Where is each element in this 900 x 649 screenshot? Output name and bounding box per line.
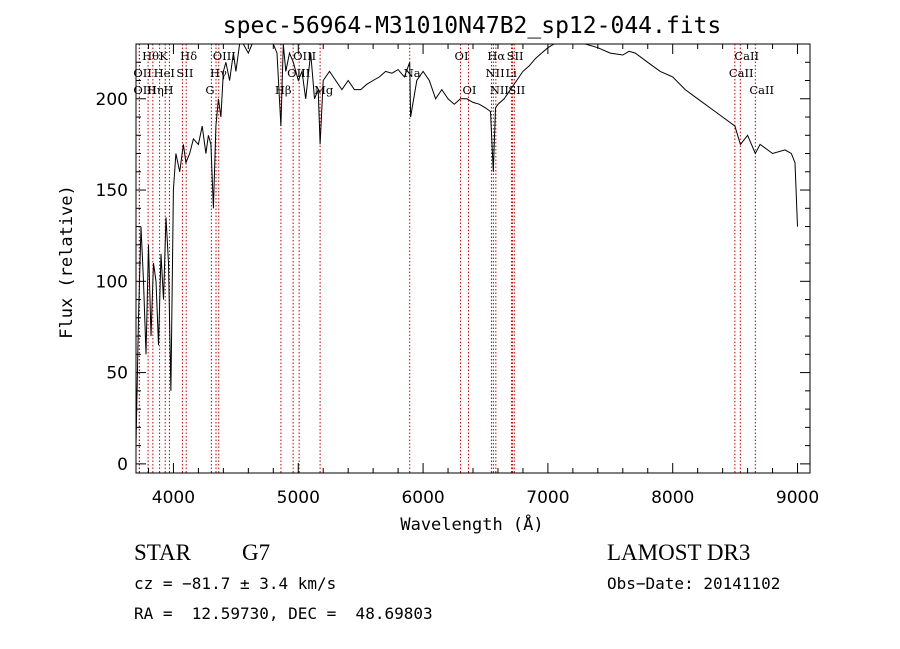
coordinates: RA = 12.59730, DEC = 48.69803: [134, 604, 433, 623]
spectral-line-label: SII: [508, 83, 525, 97]
spectral-line-markers: [138, 44, 756, 473]
spectral-line-label: OII: [133, 66, 152, 80]
y-axis-ticks: 0 50 100 150 200: [96, 61, 810, 475]
y-tick-label: 150: [96, 181, 128, 201]
spectral-line-label: Hδ: [180, 49, 197, 63]
plot-frame: [135, 43, 811, 474]
x-tick-label: 9000: [776, 488, 819, 508]
y-tick-label: 50: [106, 364, 128, 384]
spectral-line-label: OIII: [287, 66, 310, 80]
spectral-line-label: Hθ: [142, 49, 159, 63]
spectral-line-label: Hα: [487, 49, 505, 63]
y-tick-label: 200: [96, 90, 128, 110]
x-tick-label: 5000: [277, 488, 320, 508]
spectral-line-label: K: [159, 49, 168, 63]
spectrum-series-line: [135, 43, 798, 446]
spectral-line-label: H: [163, 83, 173, 97]
spectral-line-label: G: [205, 83, 214, 97]
spectral-line-label: CaII: [729, 66, 754, 80]
spectral-line-label: OIII: [133, 83, 156, 97]
x-tick-label: 7000: [526, 488, 569, 508]
spectral-line-label: OIII: [293, 49, 316, 63]
spectral-line-label: Hη: [147, 83, 164, 97]
survey-name: LAMOST DR3: [607, 540, 751, 565]
spectral-line-label: OI: [463, 83, 477, 97]
spectral-line-label: Li: [505, 66, 517, 80]
spectral-line-label: HeI: [154, 66, 175, 80]
object-subclass: G7: [242, 540, 271, 565]
spectral-line-label: OIII: [213, 49, 236, 63]
x-axis-ticks: 4000 5000 6000 7000 8000 9000: [147, 44, 819, 508]
y-tick-label: 0: [117, 455, 128, 475]
object-class: STAR: [134, 540, 191, 565]
spectral-line-label: SII: [176, 66, 193, 80]
observation-date: Obs−Date: 20141102: [607, 574, 781, 593]
spectral-line-label: Mg: [314, 83, 334, 97]
spectral-line-label: CaII: [734, 49, 759, 63]
spectral-line-label: CaII: [749, 83, 774, 97]
x-tick-label: 8000: [651, 488, 694, 508]
x-tick-label: 4000: [152, 488, 195, 508]
x-tick-label: 6000: [401, 488, 444, 508]
spectral-line-label: Na: [404, 66, 421, 80]
spectral-line-label: SII: [507, 49, 524, 63]
spectral-line-label: Hβ: [275, 83, 292, 97]
chart-title: spec-56964-M31010N47B2_sp12-044.fits: [223, 13, 722, 39]
spectral-line-label: NII: [485, 66, 504, 80]
x-axis-label: Wavelength (Å): [400, 513, 543, 535]
redshift-cz: cz = −81.7 ± 3.4 km/s: [134, 574, 337, 593]
y-axis-label: Flux (relative): [57, 185, 77, 339]
spectral-line-label: OI: [455, 49, 469, 63]
y-tick-label: 100: [96, 272, 128, 292]
spectral-line-label: NII: [490, 83, 509, 97]
